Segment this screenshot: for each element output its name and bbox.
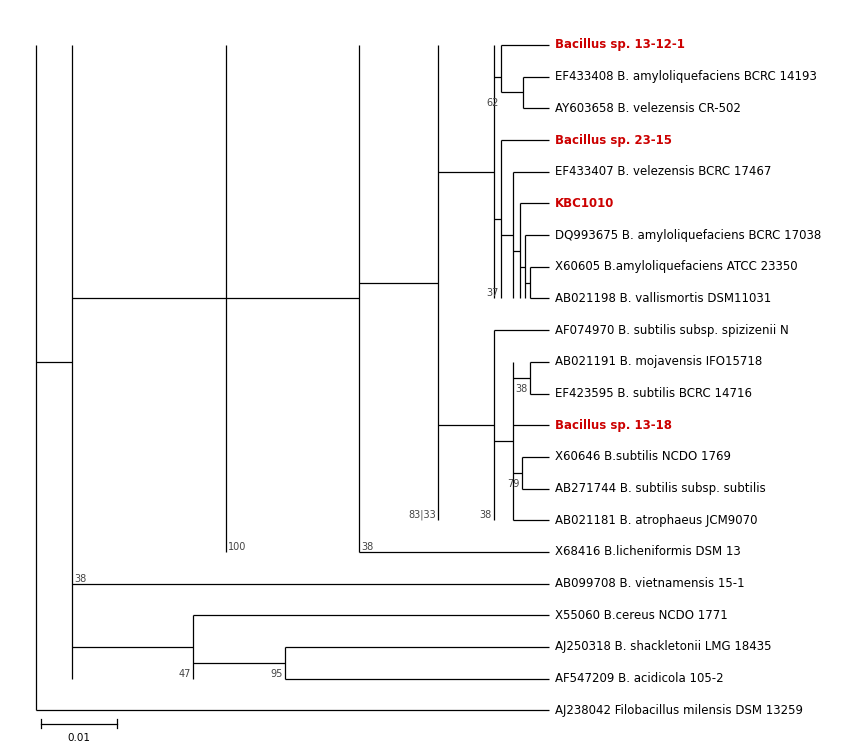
Text: X60605 B.amyloliquefaciens ATCC 23350: X60605 B.amyloliquefaciens ATCC 23350 xyxy=(554,260,798,273)
Text: EF433408 B. amyloliquefaciens BCRC 14193: EF433408 B. amyloliquefaciens BCRC 14193 xyxy=(554,70,817,83)
Text: AB099708 B. vietnamensis 15-1: AB099708 B. vietnamensis 15-1 xyxy=(554,578,744,590)
Text: 38: 38 xyxy=(516,383,528,394)
Text: 38: 38 xyxy=(362,542,374,552)
Text: AJ250318 B. shackletonii LMG 18435: AJ250318 B. shackletonii LMG 18435 xyxy=(554,640,772,653)
Text: Bacillus sp. 13-18: Bacillus sp. 13-18 xyxy=(554,419,671,432)
Text: 47: 47 xyxy=(179,669,191,679)
Text: AB271744 B. subtilis subsp. subtilis: AB271744 B. subtilis subsp. subtilis xyxy=(554,482,766,495)
Text: 62: 62 xyxy=(487,98,499,108)
Text: 100: 100 xyxy=(228,542,247,552)
Text: AJ238042 Filobacillus milensis DSM 13259: AJ238042 Filobacillus milensis DSM 13259 xyxy=(554,704,803,717)
Text: X68416 B.licheniformis DSM 13: X68416 B.licheniformis DSM 13 xyxy=(554,545,740,559)
Text: AY603658 B. velezensis CR-502: AY603658 B. velezensis CR-502 xyxy=(554,102,740,115)
Text: 38: 38 xyxy=(74,574,86,584)
Text: Bacillus sp. 23-15: Bacillus sp. 23-15 xyxy=(554,134,671,146)
Text: 95: 95 xyxy=(270,669,282,679)
Text: AF074970 B. subtilis subsp. spizizenii N: AF074970 B. subtilis subsp. spizizenii N xyxy=(554,324,788,337)
Text: X60646 B.subtilis NCDO 1769: X60646 B.subtilis NCDO 1769 xyxy=(554,451,731,464)
Text: 79: 79 xyxy=(507,478,520,488)
Text: KBC1010: KBC1010 xyxy=(554,197,614,210)
Text: DQ993675 B. amyloliquefaciens BCRC 17038: DQ993675 B. amyloliquefaciens BCRC 17038 xyxy=(554,229,821,242)
Text: AB021198 B. vallismortis DSM11031: AB021198 B. vallismortis DSM11031 xyxy=(554,292,771,305)
Text: 38: 38 xyxy=(479,510,491,520)
Text: Bacillus sp. 13-12-1: Bacillus sp. 13-12-1 xyxy=(554,38,684,52)
Text: EF433407 B. velezensis BCRC 17467: EF433407 B. velezensis BCRC 17467 xyxy=(554,165,771,178)
Text: EF423595 B. subtilis BCRC 14716: EF423595 B. subtilis BCRC 14716 xyxy=(554,387,752,400)
Text: 83|33: 83|33 xyxy=(408,510,436,520)
Text: 0.01: 0.01 xyxy=(67,734,91,743)
Text: AB021181 B. atrophaeus JCM9070: AB021181 B. atrophaeus JCM9070 xyxy=(554,514,757,526)
Text: X55060 B.cereus NCDO 1771: X55060 B.cereus NCDO 1771 xyxy=(554,609,727,622)
Text: AF547209 B. acidicola 105-2: AF547209 B. acidicola 105-2 xyxy=(554,672,723,686)
Text: 37: 37 xyxy=(487,289,499,298)
Text: AB021191 B. mojavensis IFO15718: AB021191 B. mojavensis IFO15718 xyxy=(554,356,762,368)
